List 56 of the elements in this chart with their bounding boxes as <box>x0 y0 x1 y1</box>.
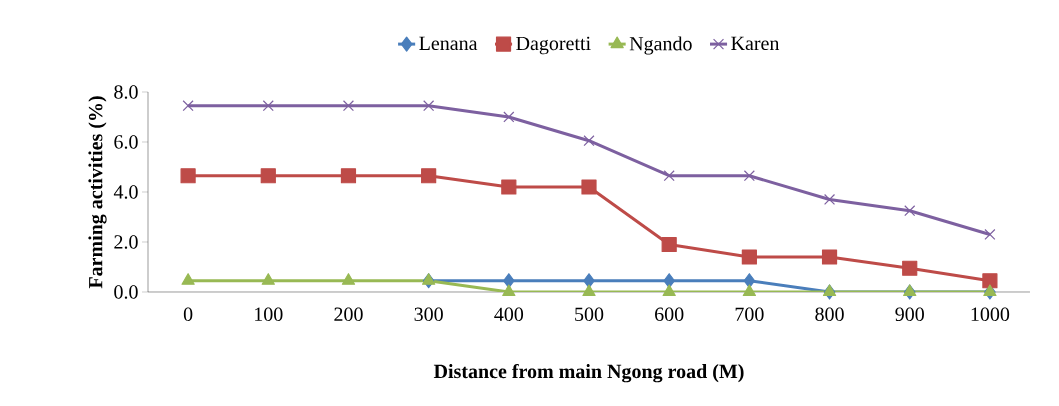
x-tick-label: 100 <box>255 307 283 322</box>
point <box>261 273 275 285</box>
legend-label: Karen <box>731 36 780 51</box>
x-tick-label: 400 <box>494 307 524 322</box>
point <box>742 284 757 297</box>
y-tick-label: 2.0 <box>114 235 138 249</box>
point <box>501 179 517 195</box>
point <box>904 205 916 217</box>
point <box>421 273 436 285</box>
point <box>741 249 757 265</box>
point <box>340 168 357 184</box>
legend-label: Lenana <box>419 36 478 51</box>
x-tick-label: 700 <box>735 307 764 322</box>
legend-label: Ngando <box>629 36 692 55</box>
x-axis-title: Distance from main Ngong road (M) <box>433 363 744 383</box>
point <box>502 284 516 297</box>
x-tick-label: 200 <box>334 307 363 322</box>
y-tick-label: 0.0 <box>114 285 138 299</box>
point <box>180 168 196 184</box>
x-tick-label: 500 <box>575 307 604 322</box>
legend-label: Dagoretti <box>516 36 591 55</box>
point <box>182 100 194 112</box>
point <box>262 100 274 112</box>
x-tick-label: 600 <box>655 307 684 322</box>
point <box>342 100 355 112</box>
point <box>982 273 998 289</box>
point <box>984 228 996 241</box>
x-tick-label: 800 <box>815 307 844 322</box>
point <box>583 135 595 147</box>
point <box>260 168 276 184</box>
point <box>421 168 437 184</box>
point <box>583 273 595 289</box>
y-axis-title: Farming activities (%) <box>88 96 107 289</box>
point <box>663 170 675 182</box>
point <box>661 236 677 253</box>
point <box>743 170 755 182</box>
point <box>503 111 515 123</box>
y-tick-label: 4.0 <box>113 185 138 199</box>
point <box>581 179 597 195</box>
point <box>662 284 676 297</box>
point <box>582 284 596 297</box>
x-tick-label: 300 <box>414 307 443 322</box>
point <box>743 273 756 289</box>
point <box>341 273 356 285</box>
point <box>821 249 838 265</box>
y-tick-label: 8.0 <box>114 85 138 99</box>
point <box>824 193 836 206</box>
point <box>423 100 435 112</box>
x-tick-label: 900 <box>895 307 924 322</box>
point <box>181 273 195 285</box>
x-tick-label: 1000 <box>971 307 1010 322</box>
y-tick-label: 6.0 <box>114 135 138 149</box>
point <box>502 273 515 289</box>
x-tick-label: 0 <box>183 307 193 322</box>
point <box>902 260 918 276</box>
point <box>663 273 676 289</box>
